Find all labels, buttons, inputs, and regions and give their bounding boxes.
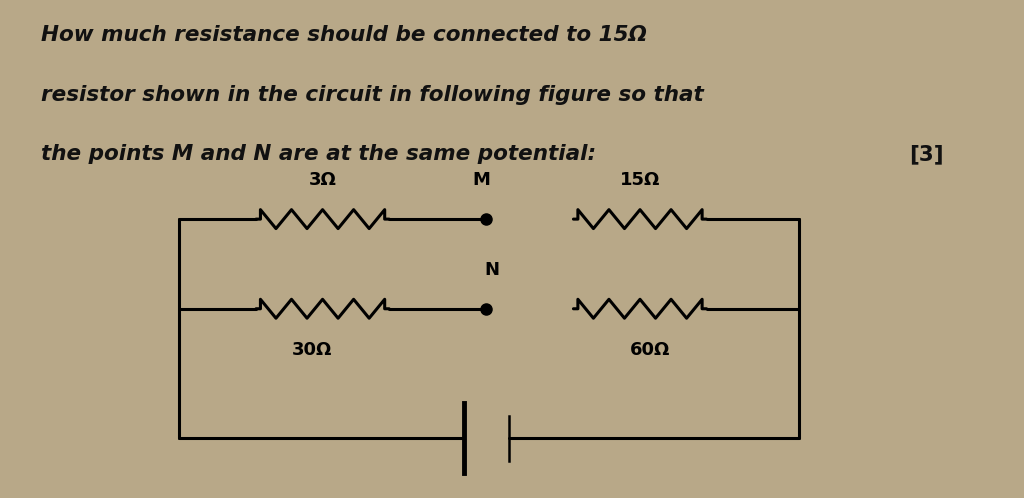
Text: resistor shown in the circuit in following figure so that: resistor shown in the circuit in followi… xyxy=(41,85,703,105)
Text: [3]: [3] xyxy=(909,144,944,164)
Text: 60Ω: 60Ω xyxy=(630,341,671,359)
Text: the points M and N are at the same potential:: the points M and N are at the same poten… xyxy=(41,144,596,164)
Text: N: N xyxy=(484,261,499,279)
Text: 3Ω: 3Ω xyxy=(308,171,337,189)
Text: 30Ω: 30Ω xyxy=(292,341,333,359)
Text: 15Ω: 15Ω xyxy=(620,171,660,189)
Text: How much resistance should be connected to 15Ω: How much resistance should be connected … xyxy=(41,25,647,45)
Text: M: M xyxy=(472,171,490,189)
